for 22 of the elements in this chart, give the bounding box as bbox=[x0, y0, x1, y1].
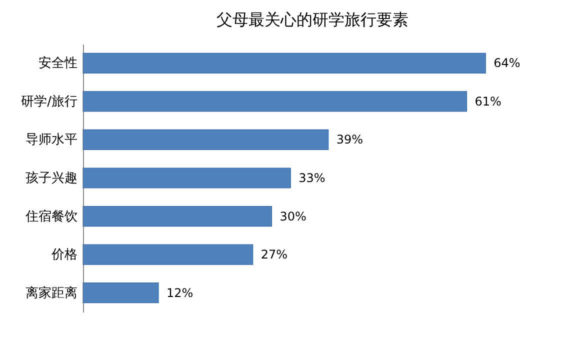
data-label: 64% bbox=[494, 56, 520, 70]
bar bbox=[82, 244, 254, 265]
y-tick-label: 价格 bbox=[50, 248, 78, 263]
data-label: 12% bbox=[166, 286, 194, 300]
data-label: 33% bbox=[298, 171, 326, 185]
y-tick-label: 离家距离 bbox=[26, 284, 78, 301]
y-tick-label: 导师水平 bbox=[26, 132, 78, 148]
bar bbox=[82, 91, 468, 112]
data-label: 27% bbox=[260, 248, 288, 262]
y-tick-label: 住宿餐饮 bbox=[24, 208, 78, 224]
bar bbox=[82, 168, 291, 188]
data-label: 61% bbox=[474, 94, 502, 108]
y-tick-label: 孩子兴趣 bbox=[26, 171, 78, 186]
y-tick-label: 安全性 bbox=[38, 55, 78, 72]
bar bbox=[82, 282, 159, 304]
y-tick-label: 研学/旅行 bbox=[21, 94, 78, 110]
bar bbox=[82, 129, 329, 150]
data-label: 39% bbox=[336, 132, 364, 147]
chart-title: 父母最关心的研学旅行要素 bbox=[216, 10, 408, 29]
bar bbox=[82, 52, 486, 74]
data-label: 30% bbox=[280, 209, 306, 224]
bar bbox=[82, 206, 272, 227]
